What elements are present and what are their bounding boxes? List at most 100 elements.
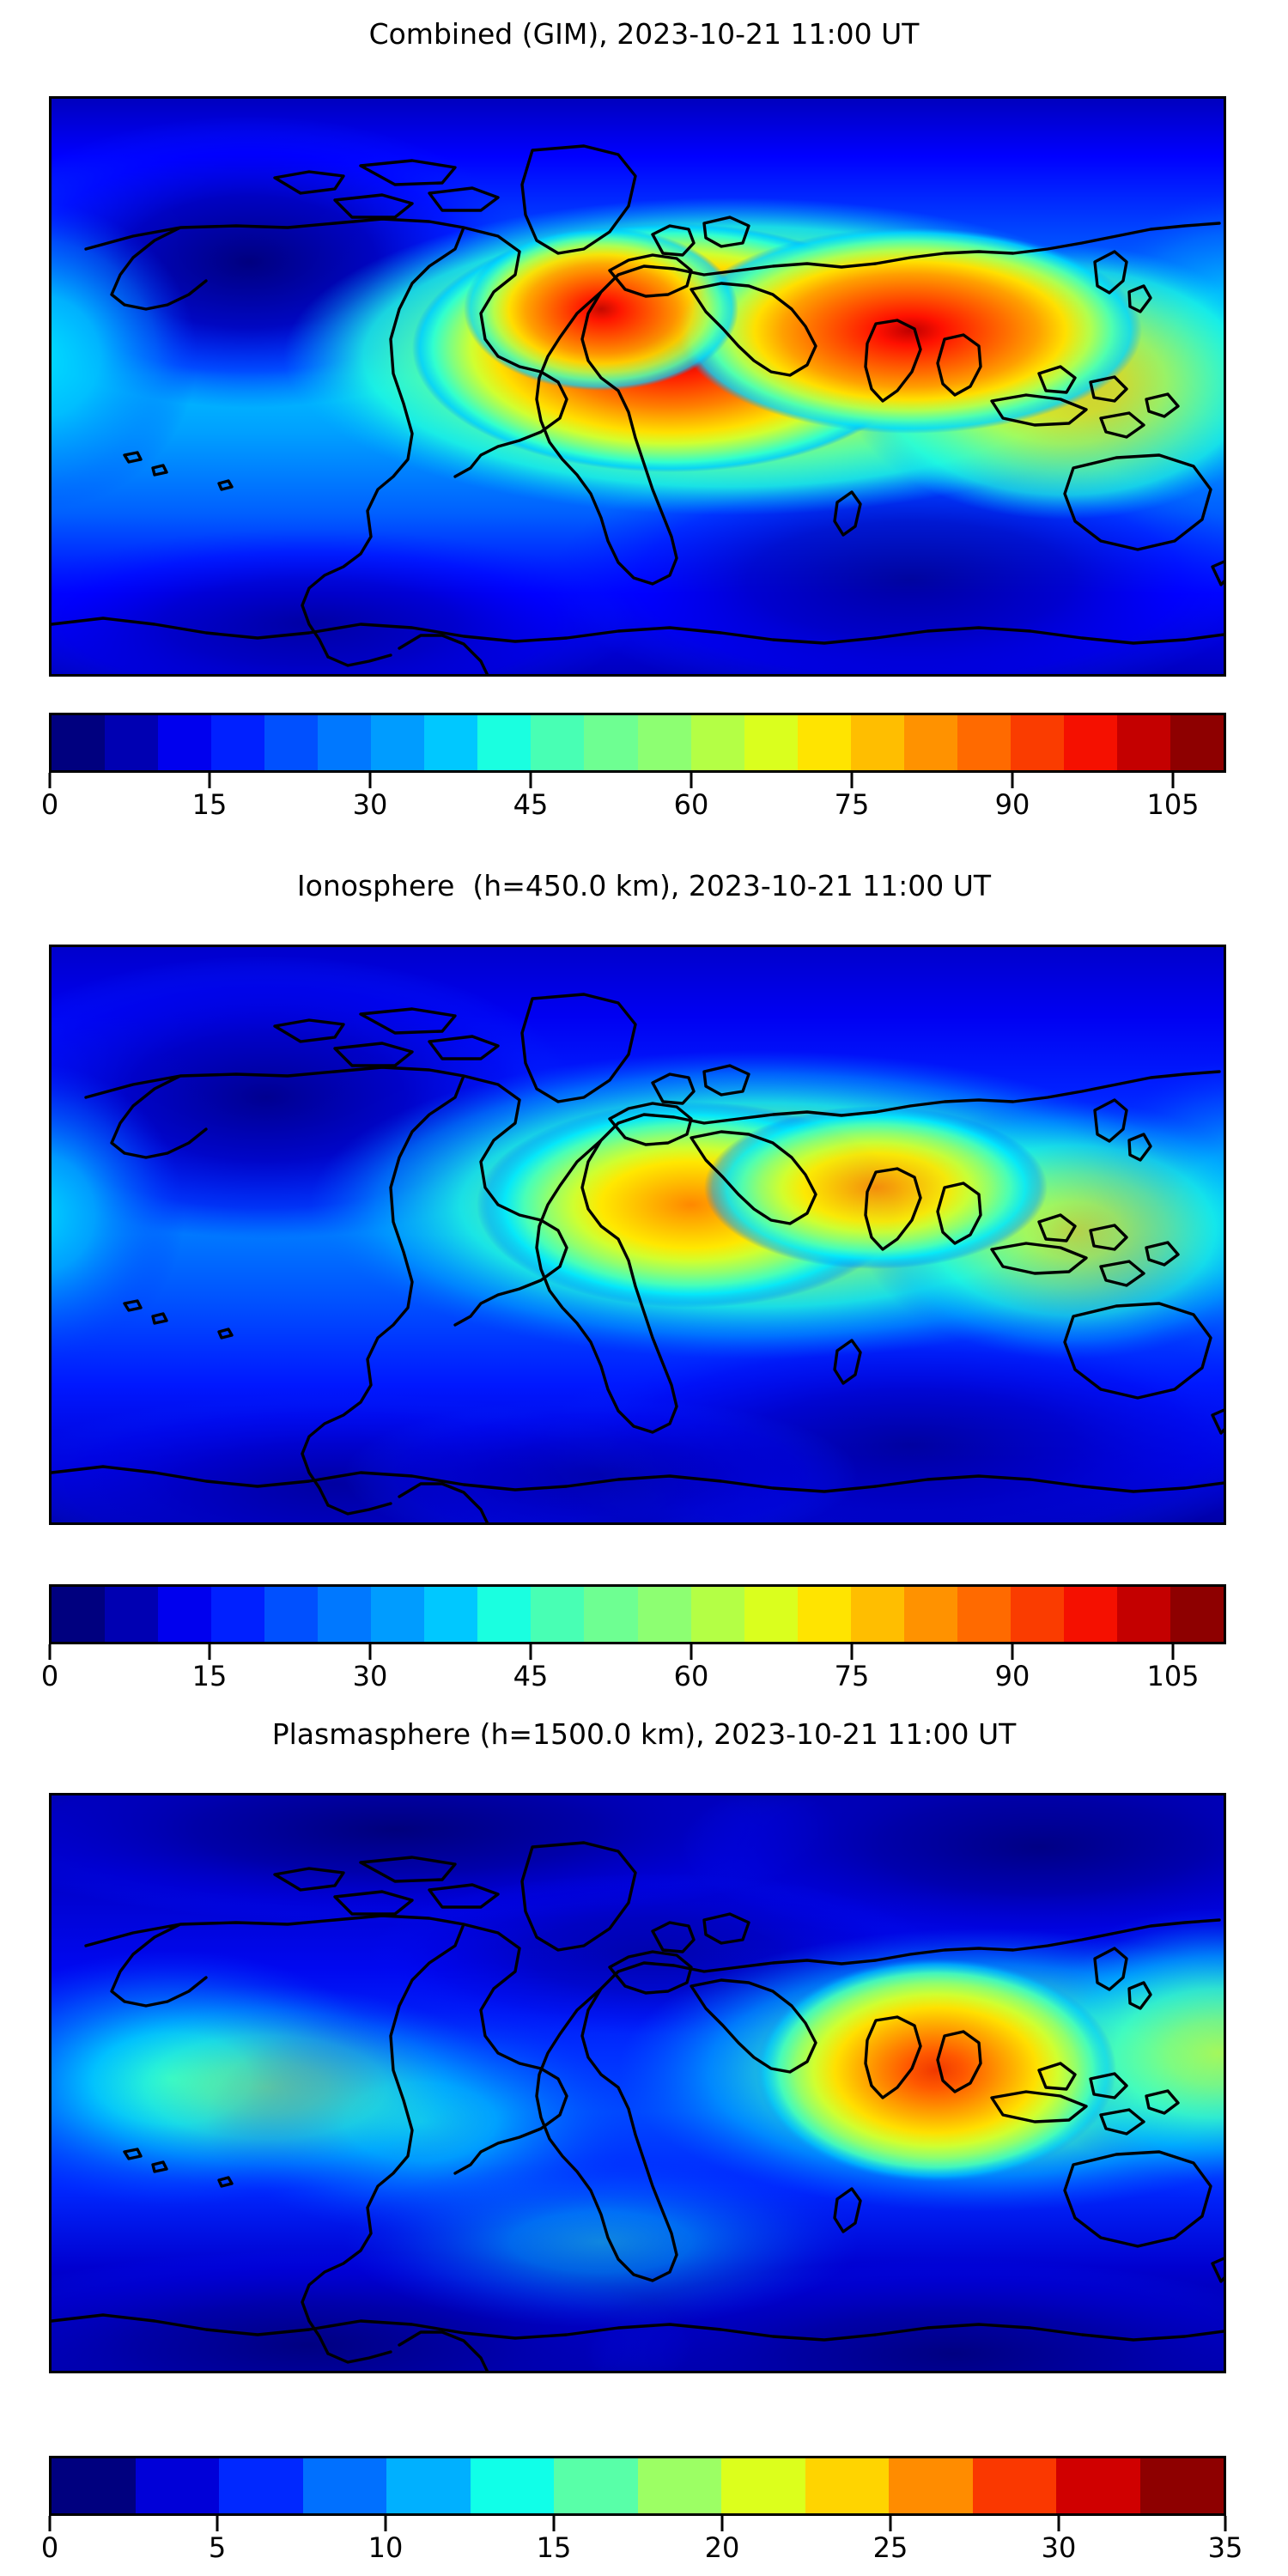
cbar-swatch — [1170, 715, 1224, 770]
cbar-swatch — [219, 2458, 303, 2513]
cbar-swatch — [972, 2458, 1056, 2513]
cbar-tick — [529, 773, 532, 788]
cbar-swatch — [371, 1587, 425, 1642]
cbar-tick-label: 15 — [191, 788, 228, 821]
cbar-swatch — [424, 1587, 478, 1642]
cbar-swatch — [1170, 1587, 1224, 1642]
cbar-swatch — [797, 1587, 851, 1642]
cbar-tick — [1011, 773, 1014, 788]
cbar-swatch — [903, 1587, 957, 1642]
cbar-tick — [690, 1644, 693, 1660]
cbar-swatch — [1139, 2458, 1224, 2513]
panel-title-plasmasphere: Plasmasphere (h=1500.0 km), 2023-10-21 1… — [271, 1717, 1017, 1751]
cbar-swatch — [850, 715, 904, 770]
cbar-tick — [889, 2516, 892, 2531]
map-ionosphere-canvas — [52, 947, 1224, 1522]
coastlines-combined-gim — [52, 144, 1224, 674]
map-plasmasphere — [49, 1793, 1226, 2373]
cbar-swatch — [158, 1587, 212, 1642]
cbar-tick-label: 15 — [536, 2531, 572, 2564]
cbar-swatch — [690, 715, 744, 770]
cbar-swatch — [797, 715, 851, 770]
cbar-tick — [48, 773, 52, 788]
panel-title-combined-gim: Combined (GIM), 2023-10-21 11:00 UT — [368, 17, 920, 51]
cbar-tick — [1224, 2516, 1227, 2531]
cbar-tick-label: 0 — [40, 788, 59, 821]
map-combined-gim — [49, 96, 1226, 677]
cbar-swatch — [584, 715, 638, 770]
cbar-tick — [208, 1644, 211, 1660]
cbar-swatch — [554, 2458, 638, 2513]
map-combined-gim-svg — [52, 99, 1224, 674]
cbar-tick-label: 35 — [1207, 2531, 1243, 2564]
colorbar-combined-gim: 0 15 30 45 60 75 90 105 — [41, 713, 1226, 828]
cbar-swatch — [477, 1587, 532, 1642]
cbar-tick — [690, 773, 693, 788]
cbar-swatch — [52, 715, 106, 770]
cbar-tick-label: 75 — [834, 1660, 870, 1692]
cbar-swatch — [850, 1587, 904, 1642]
cbar-tick-label: 0 — [40, 2531, 59, 2564]
cbar-tick — [1011, 1644, 1014, 1660]
cbar-swatch — [637, 1587, 691, 1642]
map-combined-gim-canvas — [52, 99, 1224, 674]
coastlines-plasmasphere — [52, 1841, 1224, 2371]
cbar-tick-label: 45 — [513, 1660, 549, 1692]
cbar-tick-label: 90 — [994, 788, 1030, 821]
cbar-tick — [368, 1644, 372, 1660]
cbar-tick-label: 105 — [1146, 788, 1200, 821]
cbar-tick — [720, 2516, 724, 2531]
cbar-swatch — [957, 1587, 1011, 1642]
cbar-tick-label: 0 — [40, 1660, 59, 1692]
colorbar-plasmasphere: 0 5 10 15 20 25 30 35 — [41, 2456, 1243, 2571]
cbar-tick-label: 60 — [673, 1660, 709, 1692]
cbar-swatch — [477, 715, 532, 770]
cbar-swatch — [721, 2458, 805, 2513]
cbar-swatch — [264, 1587, 319, 1642]
map-plasmasphere-svg — [52, 1795, 1224, 2371]
coastlines-ionosphere — [52, 993, 1224, 1522]
cbar-tick-label: 10 — [368, 2531, 404, 2564]
colorbar-plasmasphere-labels: 0 5 10 15 20 25 30 35 — [41, 2531, 1243, 2571]
cbar-swatch — [1116, 715, 1170, 770]
cbar-swatch — [531, 715, 585, 770]
colorbar-plasmasphere-ticks — [48, 2516, 1227, 2531]
cbar-swatch — [1010, 715, 1064, 770]
colorbar-combined-gim-labels: 0 15 30 45 60 75 90 105 — [41, 788, 1226, 828]
map-ionosphere — [49, 945, 1226, 1525]
cbar-swatch — [1056, 2458, 1140, 2513]
cbar-swatch — [805, 2458, 889, 2513]
map-ionosphere-svg — [52, 947, 1224, 1522]
panel-title-ionosphere: Ionosphere (h=450.0 km), 2023-10-21 11:0… — [296, 869, 992, 902]
cbar-swatch — [386, 2458, 471, 2513]
cbar-tick-label: 30 — [352, 1660, 388, 1692]
cbar-swatch — [889, 2458, 973, 2513]
cbar-swatch — [211, 715, 265, 770]
colorbar-ionosphere-strip[interactable] — [49, 1584, 1226, 1644]
cbar-swatch — [1010, 1587, 1064, 1642]
colorbar-combined-gim-strip[interactable] — [49, 713, 1226, 773]
cbar-swatch — [318, 1587, 372, 1642]
colorbar-ionosphere-labels: 0 15 30 45 60 75 90 105 — [41, 1660, 1226, 1699]
cbar-swatch — [424, 715, 478, 770]
cbar-swatch — [637, 715, 691, 770]
cbar-tick-label: 30 — [1041, 2531, 1077, 2564]
cbar-tick — [216, 2516, 219, 2531]
cbar-tick — [48, 2516, 52, 2531]
cbar-swatch — [531, 1587, 585, 1642]
cbar-swatch — [52, 1587, 106, 1642]
colorbar-plasmasphere-strip[interactable] — [49, 2456, 1226, 2516]
cbar-swatch — [584, 1587, 638, 1642]
cbar-swatch — [1063, 1587, 1117, 1642]
cbar-tick — [850, 773, 854, 788]
cbar-tick — [208, 773, 211, 788]
cbar-swatch — [903, 715, 957, 770]
colorbar-combined-gim-ticks — [48, 773, 1226, 788]
cbar-tick — [1057, 2516, 1060, 2531]
cbar-swatch — [302, 2458, 386, 2513]
cbar-tick — [529, 1644, 532, 1660]
cbar-swatch — [957, 715, 1011, 770]
cbar-tick-label: 75 — [834, 788, 870, 821]
map-plasmasphere-canvas — [52, 1795, 1224, 2371]
